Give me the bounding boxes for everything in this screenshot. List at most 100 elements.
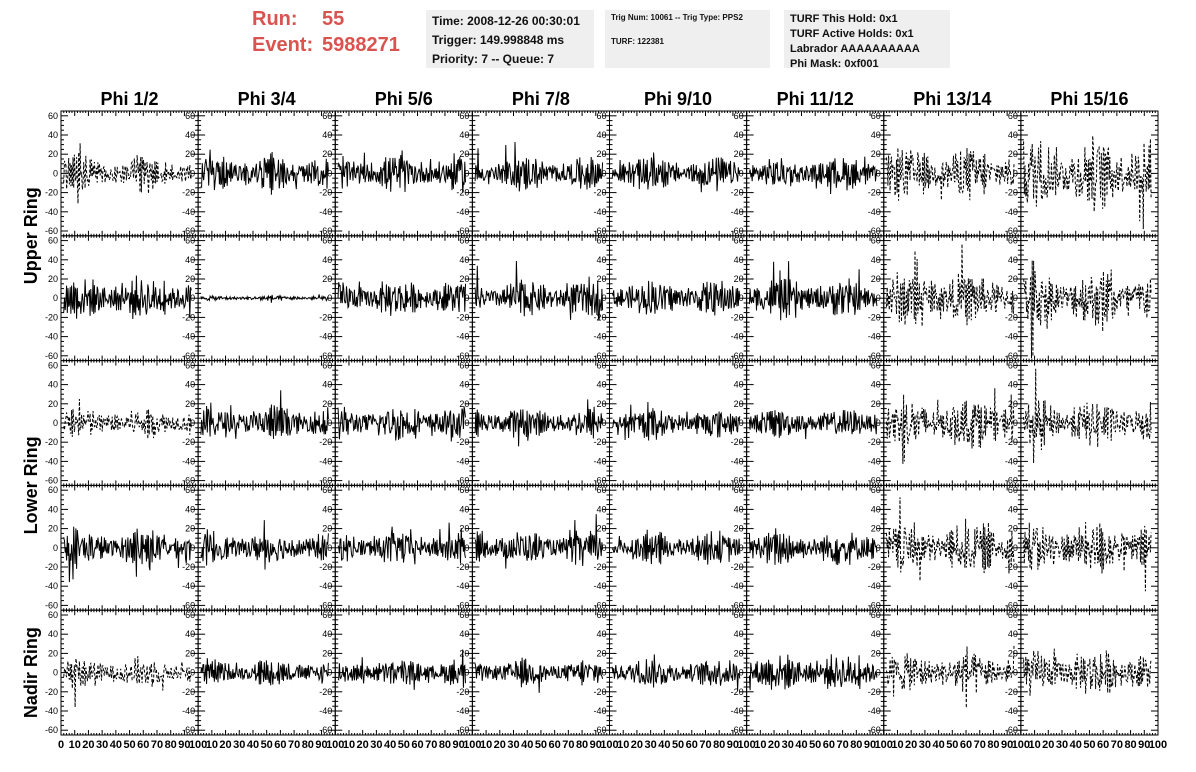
y-tick-label: 0	[1013, 418, 1018, 428]
y-tick-label: 20	[734, 648, 744, 658]
x-tick-label: 70	[1111, 739, 1123, 751]
y-tick-label: -40	[1005, 456, 1018, 466]
waveform-trace-r4-c2	[200, 520, 329, 570]
y-tick-label: 60	[1008, 111, 1018, 121]
y-tick-label: -20	[1005, 687, 1018, 697]
y-tick-label: -60	[731, 226, 744, 236]
x-tick-label: 100	[875, 739, 893, 751]
waveform-trace-r2-c3	[337, 281, 466, 316]
x-tick-label: 60	[1097, 739, 1109, 751]
waveform-trace-r5-c6	[748, 654, 878, 691]
y-tick-label: 40	[185, 380, 195, 390]
y-tick-label: -40	[319, 456, 332, 466]
y-tick-label: 0	[876, 668, 881, 678]
x-tick-label: 20	[768, 739, 780, 751]
y-tick-label: 20	[322, 149, 332, 159]
y-tick-label: 0	[739, 168, 744, 178]
y-tick-label: 0	[739, 418, 744, 428]
y-tick-label: -60	[319, 226, 332, 236]
y-tick-label: -20	[182, 437, 195, 447]
x-tick-label: 0	[58, 739, 64, 751]
y-tick-label: -60	[1005, 725, 1018, 735]
y-tick-label: 40	[185, 504, 195, 514]
y-tick-label: 0	[53, 293, 58, 303]
column-header-8: Phi 15/16	[1050, 89, 1128, 109]
y-tick-label: -20	[593, 562, 606, 572]
waveform-trace-r4-c4	[474, 514, 604, 569]
y-tick-label: -40	[45, 581, 58, 591]
time-info-box: Time: 2008-12-26 00:30:01 Trigger: 149.9…	[426, 10, 594, 68]
y-tick-label: 20	[871, 399, 881, 409]
x-tick-label: 70	[425, 739, 437, 751]
y-tick-label: 0	[464, 543, 469, 553]
y-tick-label: 0	[1013, 668, 1018, 678]
time-text: Time: 2008-12-26 00:30:01	[432, 14, 580, 28]
y-tick-label: -40	[593, 706, 606, 716]
y-tick-label: 40	[459, 130, 469, 140]
y-tick-label: 0	[739, 668, 744, 678]
waveform-trace-r4-c5	[611, 529, 741, 565]
y-tick-label: 40	[48, 255, 58, 265]
x-tick-label: 100	[189, 739, 207, 751]
y-tick-label: -20	[45, 188, 58, 198]
y-tick-label: 0	[464, 168, 469, 178]
waveform-trace-r4-c8	[1023, 522, 1152, 592]
y-tick-label: -60	[1005, 476, 1018, 486]
y-tick-label: -40	[731, 706, 744, 716]
y-tick-label: 20	[734, 149, 744, 159]
y-tick-label: -60	[456, 476, 469, 486]
y-tick-label: 60	[734, 610, 744, 620]
y-tick-label: 40	[734, 380, 744, 390]
y-tick-label: 0	[1013, 293, 1018, 303]
waveform-trace-r1-c4	[474, 141, 604, 192]
y-tick-label: 60	[734, 360, 744, 370]
y-tick-label: 20	[185, 399, 195, 409]
y-tick-label: -60	[182, 226, 195, 236]
x-tick-label: 80	[850, 739, 862, 751]
x-tick-label: 80	[1124, 739, 1136, 751]
x-tick-label: 10	[617, 739, 629, 751]
y-tick-label: 0	[53, 418, 58, 428]
x-tick-label: 20	[1042, 739, 1054, 751]
y-tick-label: -40	[593, 456, 606, 466]
y-tick-label: 40	[871, 130, 881, 140]
y-tick-label: -20	[456, 562, 469, 572]
y-tick-label: 20	[1008, 648, 1018, 658]
y-tick-label: 40	[596, 130, 606, 140]
x-tick-label: 10	[206, 739, 218, 751]
y-tick-label: 20	[1008, 524, 1018, 534]
y-tick-label: -60	[319, 725, 332, 735]
y-tick-label: 20	[1008, 399, 1018, 409]
column-header-6: Phi 11/12	[777, 89, 854, 109]
y-tick-label: -20	[731, 188, 744, 198]
y-tick-label: -40	[1005, 581, 1018, 591]
y-tick-label: 40	[322, 380, 332, 390]
waveform-trace-r1-c3	[337, 150, 466, 193]
x-tick-label: 100	[326, 739, 344, 751]
y-tick-label: -60	[868, 725, 881, 735]
event-value: 5988271	[322, 34, 400, 56]
x-tick-label: 20	[494, 739, 506, 751]
y-tick-label: 40	[596, 255, 606, 265]
y-tick-label: 60	[48, 360, 58, 370]
y-tick-label: -60	[45, 725, 58, 735]
y-tick-label: -40	[456, 581, 469, 591]
turf-info-box: TURF This Hold: 0x1 TURF Active Holds: 0…	[784, 10, 950, 70]
x-tick-label: 20	[357, 739, 369, 751]
waveform-trace-r5-c4	[474, 657, 604, 693]
x-tick-label: 50	[672, 739, 684, 751]
y-tick-label: -60	[593, 476, 606, 486]
y-tick-label: -40	[456, 456, 469, 466]
x-tick-label: 100	[1012, 739, 1030, 751]
y-tick-label: 60	[185, 485, 195, 495]
y-tick-label: 60	[48, 485, 58, 495]
y-tick-label: 40	[1008, 130, 1018, 140]
y-tick-label: -20	[1005, 437, 1018, 447]
waveform-trace-r5-c1	[63, 656, 192, 708]
y-tick-label: 0	[53, 668, 58, 678]
y-tick-label: 40	[322, 255, 332, 265]
waveform-trace-r2-c1	[63, 275, 192, 320]
y-tick-label: -20	[868, 687, 881, 697]
y-tick-label: -20	[593, 687, 606, 697]
x-tick-label: 80	[987, 739, 999, 751]
